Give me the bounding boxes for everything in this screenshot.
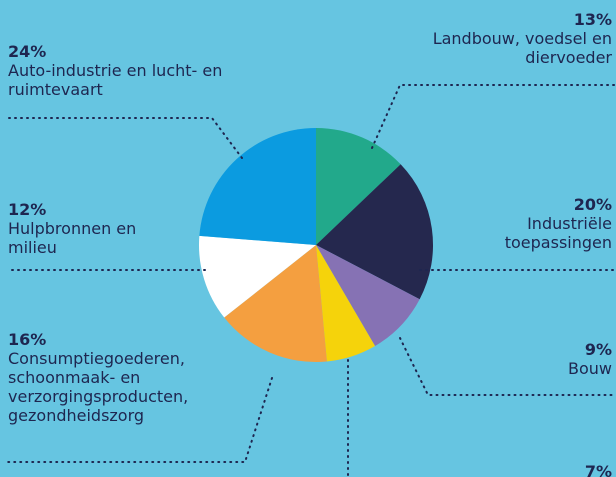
pie-slice (224, 245, 327, 362)
value-label: 24% (8, 42, 47, 61)
slice-label: 9% Bouw (492, 340, 612, 378)
value-label: 16% (8, 330, 47, 349)
slice-label: 16% Consumptiegoederen, schoonmaak- en ve… (8, 330, 238, 425)
pie-slice (199, 128, 316, 245)
slice-label: 12% Hulpbronnen en milieu (8, 200, 158, 257)
category-label: Industriële toepassingen (504, 214, 612, 252)
value-label: 20% (573, 195, 612, 214)
pie-slice (316, 245, 376, 362)
category-label: Auto-industrie en lucht- en ruimtevaart (8, 61, 223, 99)
category-label: Bouw (568, 359, 612, 378)
leader-line (7, 117, 243, 159)
pie-slice (316, 128, 401, 245)
category-label: Consumptiegoederen, schoonmaak- en verzo… (8, 349, 189, 425)
slice-label: 7%Elektronica (472, 462, 612, 477)
value-label: 13% (573, 10, 612, 29)
value-label: 12% (8, 200, 47, 219)
pie-slice (199, 235, 316, 318)
value-label: 9% (584, 340, 612, 359)
slice-label: 24% Auto-industrie en lucht- en ruimtevaa… (8, 42, 288, 99)
category-label: Hulpbronnen en milieu (8, 219, 137, 257)
slice-label: 13% Landbouw, voedsel en diervoeder (372, 10, 612, 67)
category-label: Landbouw, voedsel en diervoeder (432, 29, 612, 67)
leader-line (371, 84, 616, 149)
slice-label: 20% Industriële toepassingen (472, 195, 612, 252)
pie-slice (316, 245, 420, 347)
value-label: 7% (584, 462, 612, 477)
leader-line (7, 377, 273, 463)
pie-slice (316, 164, 433, 300)
